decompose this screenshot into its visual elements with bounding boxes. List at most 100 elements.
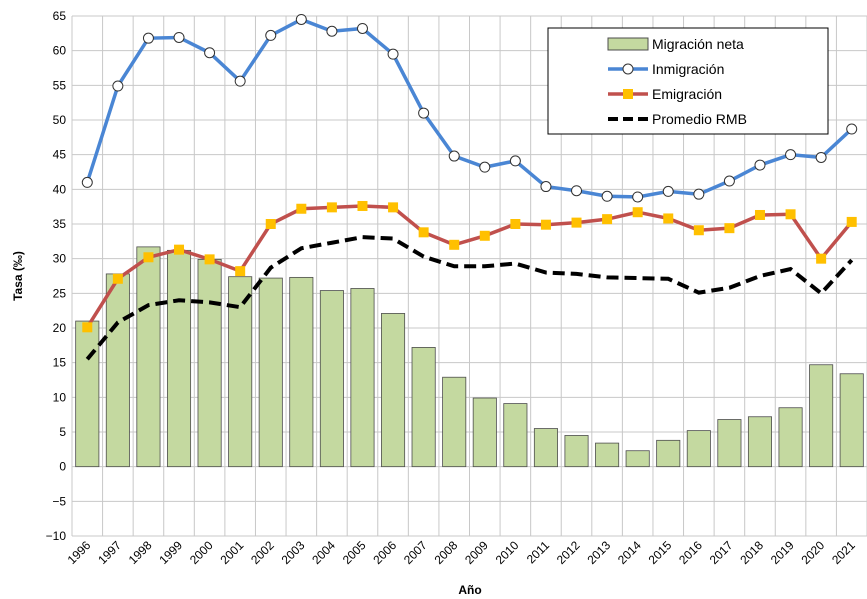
legend-marker <box>623 89 633 99</box>
marker <box>356 22 368 34</box>
x-tick-label: 1998 <box>126 538 155 567</box>
marker <box>143 252 154 263</box>
x-tick-label: 2012 <box>554 538 583 567</box>
marker <box>388 202 399 213</box>
x-tick-label: 2002 <box>248 538 277 567</box>
x-tick-label: 2006 <box>370 538 399 567</box>
bar <box>166 249 192 468</box>
x-tick-label: 2019 <box>768 538 797 567</box>
y-tick-label: 20 <box>53 321 67 335</box>
marker <box>816 253 827 264</box>
y-axis-title: Tasa (‰) <box>11 251 25 301</box>
marker <box>632 191 644 203</box>
x-tick-label: 2005 <box>340 538 369 567</box>
x-tick-label: 2018 <box>737 538 766 567</box>
x-tick-label: 2014 <box>615 538 644 567</box>
bar <box>686 430 711 468</box>
bar <box>197 258 222 468</box>
bar <box>656 439 681 468</box>
marker <box>448 150 460 162</box>
x-tick-label: 2016 <box>676 538 705 567</box>
bar <box>411 347 436 468</box>
marker <box>571 217 582 228</box>
legend-box <box>547 27 829 135</box>
marker <box>510 219 521 229</box>
marker <box>785 149 797 161</box>
marker <box>724 223 735 234</box>
x-tick-label: 1996 <box>65 538 94 567</box>
marker <box>235 266 246 277</box>
x-tick-label: 2010 <box>493 538 522 567</box>
bar <box>503 403 528 468</box>
marker <box>295 13 307 25</box>
marker <box>234 75 246 87</box>
bar <box>564 435 589 468</box>
marker <box>174 244 185 255</box>
marker <box>754 159 766 171</box>
marker <box>540 219 551 230</box>
y-tick-label: −5 <box>52 494 66 508</box>
marker <box>693 188 705 200</box>
x-tick-label: 2020 <box>798 538 827 567</box>
marker <box>693 225 704 236</box>
y-tick-label: 65 <box>53 9 67 23</box>
y-tick-label: 15 <box>53 356 67 370</box>
bar <box>809 364 834 468</box>
bar <box>778 407 803 468</box>
marker <box>846 123 858 135</box>
y-tick-label: 30 <box>53 252 67 266</box>
legend-swatch <box>607 37 649 51</box>
marker <box>357 200 368 211</box>
line <box>85 235 854 361</box>
bar <box>717 419 742 468</box>
y-tick-label: 35 <box>53 217 67 231</box>
legend-marker <box>622 63 634 75</box>
x-tick-label: 2011 <box>524 538 552 566</box>
marker <box>571 185 583 197</box>
y-tick-label: 10 <box>53 390 67 404</box>
y-tick-label: 25 <box>53 286 67 300</box>
x-tick-label: 2004 <box>309 538 338 567</box>
y-tick-label: 55 <box>53 78 67 92</box>
y-tick-label: 45 <box>53 148 67 162</box>
bar <box>595 442 620 468</box>
bar <box>472 397 497 468</box>
bar <box>289 276 314 468</box>
marker <box>754 209 765 220</box>
marker <box>540 181 552 193</box>
marker <box>326 25 338 37</box>
marker <box>662 185 674 197</box>
marker <box>204 47 216 59</box>
bar <box>839 373 864 468</box>
x-tick-label: 2000 <box>187 538 216 567</box>
marker <box>785 209 796 220</box>
marker <box>204 254 215 265</box>
x-tick-label: 2021 <box>829 538 858 567</box>
bar <box>136 246 161 468</box>
y-tick-label: 40 <box>53 182 67 196</box>
marker <box>173 31 185 43</box>
marker <box>387 48 399 60</box>
y-tick-label: 60 <box>53 44 67 58</box>
bar <box>381 313 406 468</box>
marker <box>815 151 827 163</box>
x-tick-label: 1999 <box>156 538 185 567</box>
bar <box>442 376 467 468</box>
line <box>85 17 853 199</box>
marker <box>142 32 154 44</box>
marker <box>296 203 307 214</box>
x-tick-label: 2015 <box>646 538 675 567</box>
x-tick-label: 2001 <box>218 538 247 567</box>
bar <box>105 273 130 468</box>
x-axis-title: Año <box>458 583 481 597</box>
marker <box>449 239 460 250</box>
marker <box>846 216 857 227</box>
marker <box>81 176 93 188</box>
legend-label: Emigración <box>652 86 722 102</box>
y-tick-label: 0 <box>59 460 66 474</box>
bar <box>75 320 100 468</box>
marker <box>326 202 337 213</box>
x-tick-label: 2003 <box>279 538 308 567</box>
marker <box>601 190 613 202</box>
marker <box>602 214 613 225</box>
